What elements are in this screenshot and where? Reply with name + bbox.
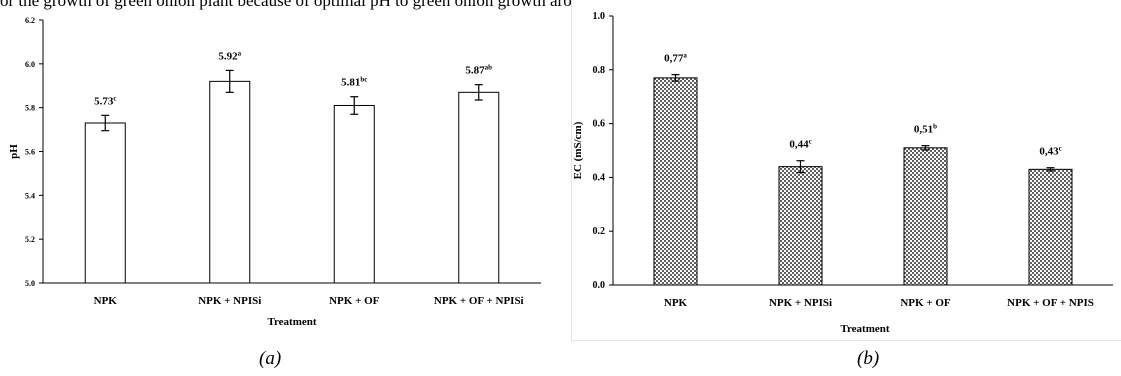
x-tick-label: NPK + NPISi: [769, 297, 832, 309]
x-tick-label: NPK + OF: [329, 295, 380, 307]
y-tick-label: 0.0: [593, 280, 606, 291]
y-tick-label: 0.6: [593, 119, 606, 130]
y-tick-label: 6.0: [25, 60, 35, 69]
page-top-text: or the growth of green onion plant becau…: [0, 0, 650, 10]
x-tick-label: NPK: [664, 297, 688, 309]
data-label: 0,77a: [664, 52, 687, 65]
bar: [1028, 168, 1073, 286]
y-tick-label: 5.8: [25, 104, 35, 113]
x-tick-label: NPK + OF + NPISi: [434, 295, 524, 307]
data-label-superscript: c: [113, 94, 116, 102]
x-axis-label: Treatment: [267, 316, 316, 328]
bar: [84, 122, 126, 284]
data-label-value: 5.87: [465, 65, 485, 77]
data-label-value: 0,51: [914, 124, 933, 136]
y-tick-label: 5.4: [25, 191, 35, 200]
data-label-superscript: ab: [485, 64, 493, 72]
data-label-superscript: b: [933, 123, 937, 131]
data-label-value: 0,77: [664, 53, 684, 65]
data-label: 5.92a: [218, 49, 241, 62]
chart-panel-a: 5.0 5.2 5.4 5.6 5.8 6.0 6.2 pH Treatment 5.73c NPK…: [0, 0, 560, 376]
y-tick-label: 5.0: [25, 279, 35, 288]
data-label-value: 5.81: [341, 77, 360, 89]
data-label-value: 5.92: [218, 50, 238, 62]
y-tick-label: 0.2: [593, 226, 606, 237]
caption-a: (a): [259, 348, 282, 369]
data-label-value: 0,44: [789, 139, 809, 151]
y-tick-label: 5.2: [25, 235, 35, 244]
data-label-superscript: a: [683, 52, 687, 60]
y-tick-label: 5.6: [25, 148, 35, 157]
chart-panel-b: 0.0 0.2 0.4 0.6 0.8 1.0 EC (mS/cm) Treatment 0,7…: [560, 0, 1121, 376]
y-tick-label: 0.4: [593, 172, 606, 183]
bar: [778, 166, 823, 286]
bar: [209, 80, 251, 284]
data-label: 0,44c: [789, 138, 811, 151]
data-label: 5.81bc: [341, 76, 367, 89]
x-tick-label: NPK + OF: [900, 297, 951, 309]
y-tick-label: 1.0: [593, 11, 606, 22]
x-tick-label: NPK: [94, 295, 118, 307]
data-label: 0,51b: [914, 123, 937, 136]
data-label-value: 0,43: [1039, 146, 1059, 158]
data-label-superscript: c: [809, 138, 812, 146]
ph-chart: 5.0 5.2 5.4 5.6 5.8 6.0 6.2 pH Treatment 5.73c NPK…: [8, 16, 541, 328]
data-label-value: 5.73: [94, 95, 114, 107]
data-label-superscript: a: [238, 49, 242, 57]
y-axis-label: pH: [8, 144, 20, 159]
y-tick-label: 6.2: [25, 16, 35, 25]
x-axis-label: Treatment: [840, 323, 889, 335]
data-label-superscript: bc: [360, 76, 367, 84]
bar: [458, 91, 500, 284]
bar: [333, 104, 375, 284]
y-axis-label: EC (mS/cm): [572, 121, 584, 179]
bar: [903, 147, 948, 286]
bar: [653, 77, 698, 286]
data-label: 5.87ab: [465, 64, 492, 77]
data-label: 0,43c: [1039, 145, 1061, 158]
caption-b: (b): [857, 348, 880, 369]
x-tick-label: NPK + OF + NPIS: [1007, 297, 1094, 309]
data-label: 5.73c: [94, 94, 116, 107]
data-label-superscript: c: [1059, 145, 1062, 153]
ec-chart: 0.0 0.2 0.4 0.6 0.8 1.0 EC (mS/cm) Treatment 0,7…: [572, 11, 1113, 335]
y-tick-label: 0.8: [593, 65, 606, 76]
x-tick-label: NPK + NPISi: [198, 295, 261, 307]
